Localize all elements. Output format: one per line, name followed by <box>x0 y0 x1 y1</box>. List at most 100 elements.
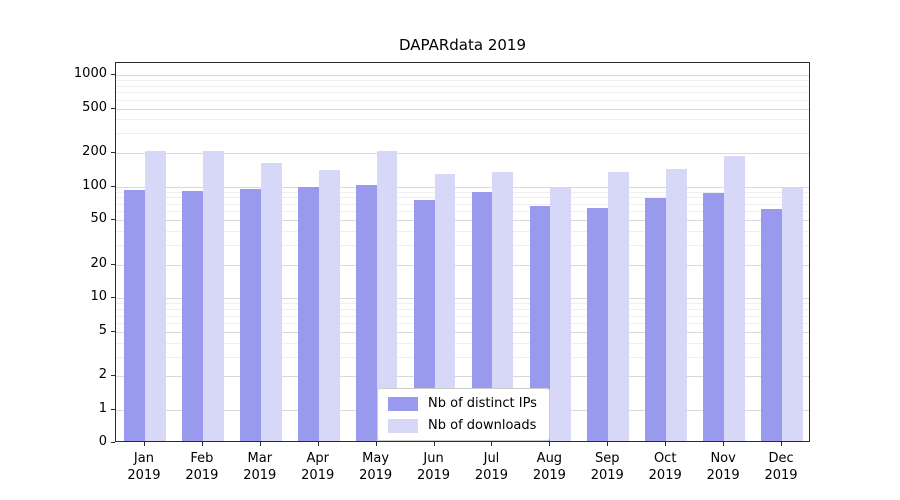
legend-swatch <box>388 418 418 433</box>
bar-downloads <box>434 173 456 441</box>
legend-label: Nb of downloads <box>428 418 537 433</box>
y-tick-mark <box>111 409 115 410</box>
bar-downloads <box>492 171 514 441</box>
x-tick-label: Feb 2019 <box>185 451 219 483</box>
y-tick-mark <box>111 263 115 265</box>
bar-downloads <box>260 163 282 441</box>
x-tick-mark <box>433 442 435 446</box>
bar-downloads <box>724 156 745 441</box>
minor-gridline <box>116 203 809 205</box>
minor-gridline <box>116 99 809 101</box>
minor-gridline <box>116 309 809 311</box>
bar-downloads <box>666 169 688 441</box>
minor-gridline <box>116 119 809 121</box>
x-tick-label: May 2019 <box>359 451 393 483</box>
x-tick-label: Dec 2019 <box>764 451 798 483</box>
major-gridline <box>116 376 809 378</box>
x-tick-label: Jan 2019 <box>127 451 161 483</box>
major-gridline <box>116 298 809 300</box>
y-tick-mark <box>111 185 115 187</box>
y-tick-label: 20 <box>90 255 107 271</box>
y-tick-mark <box>111 219 115 221</box>
x-tick-mark <box>491 442 493 446</box>
major-gridline <box>116 264 809 266</box>
y-tick-label: 200 <box>82 144 107 160</box>
bar-downloads <box>782 187 803 441</box>
legend-label: Nb of distinct IPs <box>428 396 537 411</box>
bar-distinct-ips <box>529 206 551 441</box>
legend-entry: Nb of distinct IPs <box>388 396 537 411</box>
x-tick-mark <box>665 442 667 446</box>
bar-distinct-ips <box>471 191 493 441</box>
x-tick-mark <box>201 442 203 446</box>
legend: Nb of distinct IPs Nb of downloads <box>377 388 550 441</box>
y-tick-mark <box>111 74 115 75</box>
minor-gridline <box>116 80 809 82</box>
y-tick-label: 1 <box>98 401 107 416</box>
x-tick-label: Sep 2019 <box>590 451 624 483</box>
plot-area <box>115 62 810 442</box>
bar-distinct-ips <box>124 189 145 441</box>
x-tick-label: Oct 2019 <box>648 451 682 483</box>
y-tick-label: 100 <box>82 177 107 193</box>
legend-swatch <box>388 396 418 411</box>
bar-distinct-ips <box>645 197 667 441</box>
legend-entry: Nb of downloads <box>388 418 537 433</box>
minor-gridline <box>116 191 809 193</box>
y-tick-label: 10 <box>90 289 107 305</box>
x-tick-mark <box>143 442 145 446</box>
bar-distinct-ips <box>761 208 783 441</box>
major-gridline <box>116 331 809 333</box>
bar-distinct-ips <box>182 190 203 441</box>
minor-gridline <box>116 342 809 344</box>
minor-gridline <box>116 197 809 199</box>
minor-gridline <box>116 92 809 94</box>
bar-distinct-ips <box>355 184 377 441</box>
bar-distinct-ips <box>413 199 435 441</box>
bar-distinct-ips <box>703 193 725 441</box>
major-gridline <box>116 75 809 76</box>
minor-gridline <box>116 315 809 317</box>
chart-title: DAPARdata 2019 <box>398 36 527 54</box>
y-tick-label: 500 <box>82 99 107 115</box>
x-tick-mark <box>607 442 609 446</box>
minor-gridline <box>116 231 809 233</box>
x-tick-label: Jun 2019 <box>416 451 451 483</box>
y-tick-mark <box>111 375 115 377</box>
bar-downloads <box>550 186 572 441</box>
minor-gridline <box>116 85 809 87</box>
y-tick-mark <box>111 107 115 109</box>
minor-gridline <box>116 245 809 247</box>
x-tick-mark <box>549 442 551 446</box>
minor-gridline <box>116 133 809 135</box>
bar-downloads <box>318 170 340 441</box>
y-tick-label: 5 <box>98 322 107 338</box>
bar-distinct-ips <box>587 207 609 441</box>
bar-distinct-ips <box>297 186 319 441</box>
x-tick-mark <box>317 442 319 446</box>
minor-gridline <box>116 356 809 358</box>
y-tick-label: 1000 <box>73 66 107 81</box>
x-tick-mark <box>723 442 725 446</box>
x-tick-mark <box>375 442 377 446</box>
x-tick-label: Aug 2019 <box>532 451 566 483</box>
bar-downloads <box>608 171 630 441</box>
x-tick-label: Jul 2019 <box>474 451 508 483</box>
bar-distinct-ips <box>239 188 261 441</box>
bar-downloads <box>202 151 224 441</box>
major-gridline <box>116 186 809 188</box>
x-tick-mark <box>259 442 261 446</box>
major-gridline <box>116 108 809 110</box>
bar-downloads <box>376 151 398 441</box>
major-gridline <box>116 153 809 155</box>
y-tick-mark <box>111 152 115 154</box>
y-tick-label: 0 <box>98 434 107 449</box>
y-tick-mark <box>111 330 115 332</box>
y-tick-mark <box>111 297 115 299</box>
minor-gridline <box>116 323 809 325</box>
y-tick-label: 2 <box>98 367 107 383</box>
major-gridline <box>116 220 809 222</box>
y-tick-mark <box>111 442 115 443</box>
y-tick-label: 50 <box>90 211 107 227</box>
